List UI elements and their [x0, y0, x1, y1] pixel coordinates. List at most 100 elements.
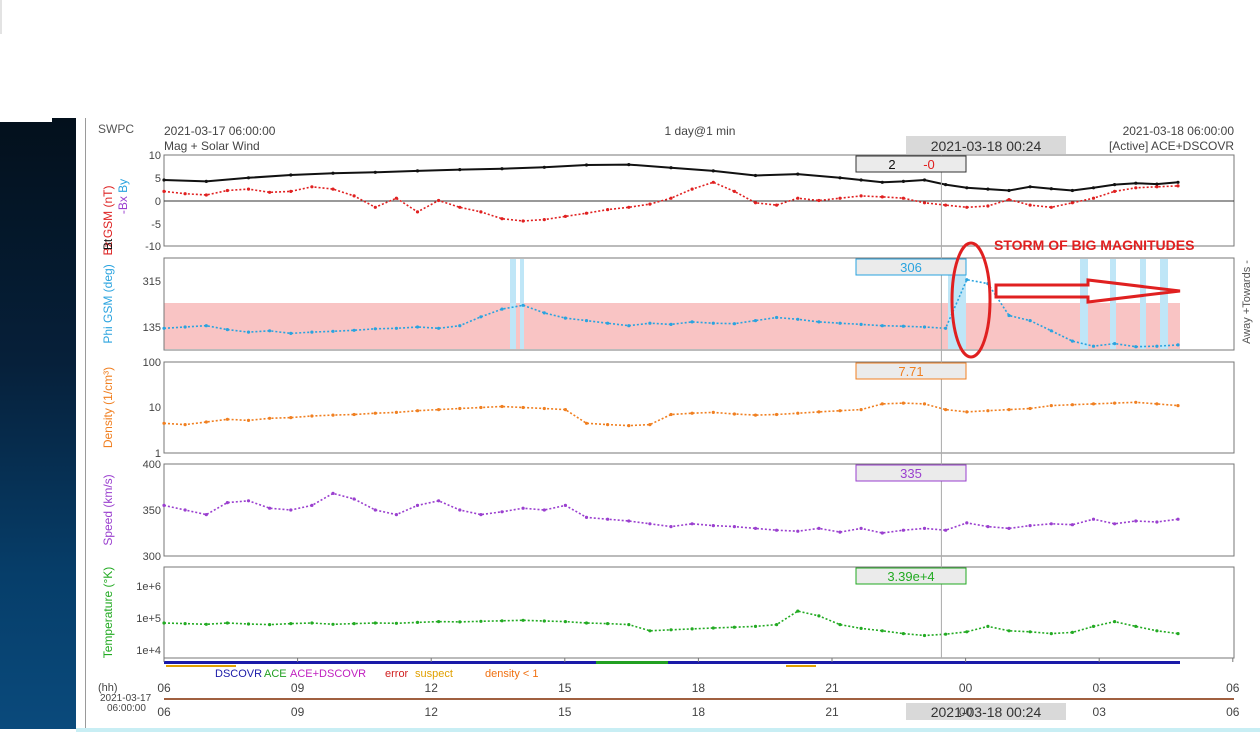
data-point-density [796, 411, 800, 415]
data-point-speed [331, 491, 335, 495]
data-point-bt [711, 169, 715, 173]
bottom-strip [76, 728, 1260, 732]
x-tick-label: 18 [692, 681, 706, 695]
data-point-density [1091, 402, 1096, 406]
data-point-density [352, 412, 356, 417]
data-point-bt [880, 180, 884, 184]
data-point-temperature [1049, 632, 1053, 636]
data-point-speed [1028, 524, 1032, 528]
data-point-phi [204, 324, 208, 328]
data-point-temperature [901, 632, 906, 636]
data-point-density [542, 406, 546, 411]
data-point-temperature [1155, 629, 1159, 633]
swpc-label: SWPC [98, 122, 134, 136]
data-point-density [1134, 400, 1138, 404]
legend-item: ACE+DSCOVR [290, 668, 366, 680]
data-point-bt [246, 176, 251, 180]
data-point-bz [268, 190, 272, 194]
data-point-speed [1049, 522, 1053, 526]
data-point-temperature [204, 622, 208, 626]
data-point-speed [437, 499, 441, 503]
readout-box-phi [855, 258, 967, 276]
data-point-speed [1070, 523, 1074, 527]
data-point-bt [922, 178, 927, 182]
x-tick-label-bottom: 00 [959, 705, 973, 719]
data-point-temperature [1028, 630, 1032, 634]
panel-frame-density [163, 361, 1235, 454]
phi-away-band [164, 303, 1180, 349]
data-point-bz [880, 195, 884, 199]
data-point-density [415, 409, 420, 413]
data-point-density [268, 416, 272, 420]
data-point-phi [669, 322, 673, 326]
readout-value: 7.71 [898, 364, 923, 379]
data-point-phi [500, 307, 504, 311]
data-point-phi [415, 325, 420, 329]
time-span: 1 day@1 min [665, 124, 736, 138]
data-point-bz [521, 219, 525, 223]
data-point-bz [817, 198, 821, 203]
data-point-phi [690, 320, 694, 324]
y-tick-label: 400 [143, 459, 161, 471]
data-point-bz [901, 196, 906, 200]
storm-ellipse [950, 241, 992, 359]
data-point-density [1007, 408, 1011, 412]
x-tick-label-bottom: 03 [1093, 705, 1107, 719]
x-tick-label: 09 [291, 681, 305, 695]
data-point-bt [901, 179, 906, 183]
data-point-density [838, 409, 842, 413]
data-point-density [775, 412, 779, 417]
data-layer [162, 155, 1180, 658]
data-point-phi [1176, 343, 1180, 347]
data-point-phi [944, 326, 948, 330]
data-point-temperature [500, 619, 504, 623]
data-point-speed [901, 528, 906, 532]
readout-box-speed [855, 464, 967, 482]
data-point-temperature [1176, 632, 1180, 636]
data-point-bz [500, 217, 504, 221]
data-point-bz [1091, 196, 1096, 200]
data-point-temperature [606, 622, 610, 626]
data-point-temperature [458, 620, 462, 624]
readout-box-mag [855, 155, 967, 173]
data-point-speed [1007, 526, 1011, 531]
data-point-temperature [479, 619, 483, 623]
data-point-bt [204, 179, 208, 183]
y-tick-label: 135 [143, 322, 161, 334]
data-point-bt [1070, 188, 1074, 193]
data-point-density [901, 401, 906, 405]
data-point-phi [901, 324, 906, 328]
data-point-density [584, 421, 589, 425]
data-point-density [648, 423, 652, 427]
data-point-phi [732, 322, 737, 326]
x-tick-label-bottom: 09 [291, 705, 305, 719]
readout-value: 306 [900, 260, 922, 275]
data-point-bz [584, 211, 589, 215]
source-bar [164, 661, 1180, 664]
y-tick-label: 315 [143, 276, 161, 288]
data-point-density [183, 423, 187, 427]
data-point-phi [796, 317, 800, 321]
data-point-temperature [1091, 624, 1096, 629]
data-point-density [753, 413, 758, 417]
readout-value: 2 [888, 157, 895, 172]
data-point-temperature [817, 614, 821, 618]
data-point-phi [711, 321, 715, 325]
data-point-bz [1176, 184, 1180, 188]
data-point-temperature [521, 618, 525, 622]
data-point-bz [711, 180, 715, 184]
start-date-label: 2021-03-17 [100, 693, 152, 704]
data-point-temperature [732, 625, 737, 629]
data-point-speed [627, 519, 631, 523]
label-layer: 10 5 0 -5 -10 2 -0 Bz GSM (nT)Bt -Bx By 315 135 306… [101, 150, 1253, 658]
data-point-speed [204, 513, 208, 517]
data-point-bz [838, 196, 842, 200]
data-point-speed [1134, 519, 1138, 523]
data-point-speed [1113, 522, 1117, 526]
data-point-density [1113, 401, 1117, 405]
data-point-phi [584, 319, 589, 323]
data-point-phi [1134, 345, 1138, 349]
data-point-phi [373, 327, 377, 331]
data-point-bz [352, 194, 356, 198]
